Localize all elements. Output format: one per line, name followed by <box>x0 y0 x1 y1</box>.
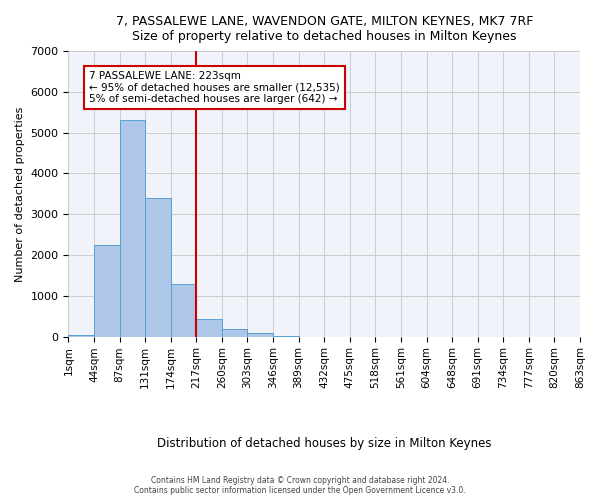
Bar <box>68 334 94 336</box>
Title: 7, PASSALEWE LANE, WAVENDON GATE, MILTON KEYNES, MK7 7RF
Size of property relati: 7, PASSALEWE LANE, WAVENDON GATE, MILTON… <box>116 15 533 43</box>
Text: Contains HM Land Registry data © Crown copyright and database right 2024.
Contai: Contains HM Land Registry data © Crown c… <box>134 476 466 495</box>
Bar <box>247 334 273 336</box>
Bar <box>119 120 145 336</box>
Bar <box>222 330 247 336</box>
Bar <box>94 245 119 336</box>
Text: 7 PASSALEWE LANE: 223sqm
← 95% of detached houses are smaller (12,535)
5% of sem: 7 PASSALEWE LANE: 223sqm ← 95% of detach… <box>89 71 340 104</box>
Bar <box>171 284 196 337</box>
X-axis label: Distribution of detached houses by size in Milton Keynes: Distribution of detached houses by size … <box>157 437 491 450</box>
Bar <box>145 198 171 336</box>
Bar <box>196 319 222 336</box>
Y-axis label: Number of detached properties: Number of detached properties <box>15 106 25 282</box>
